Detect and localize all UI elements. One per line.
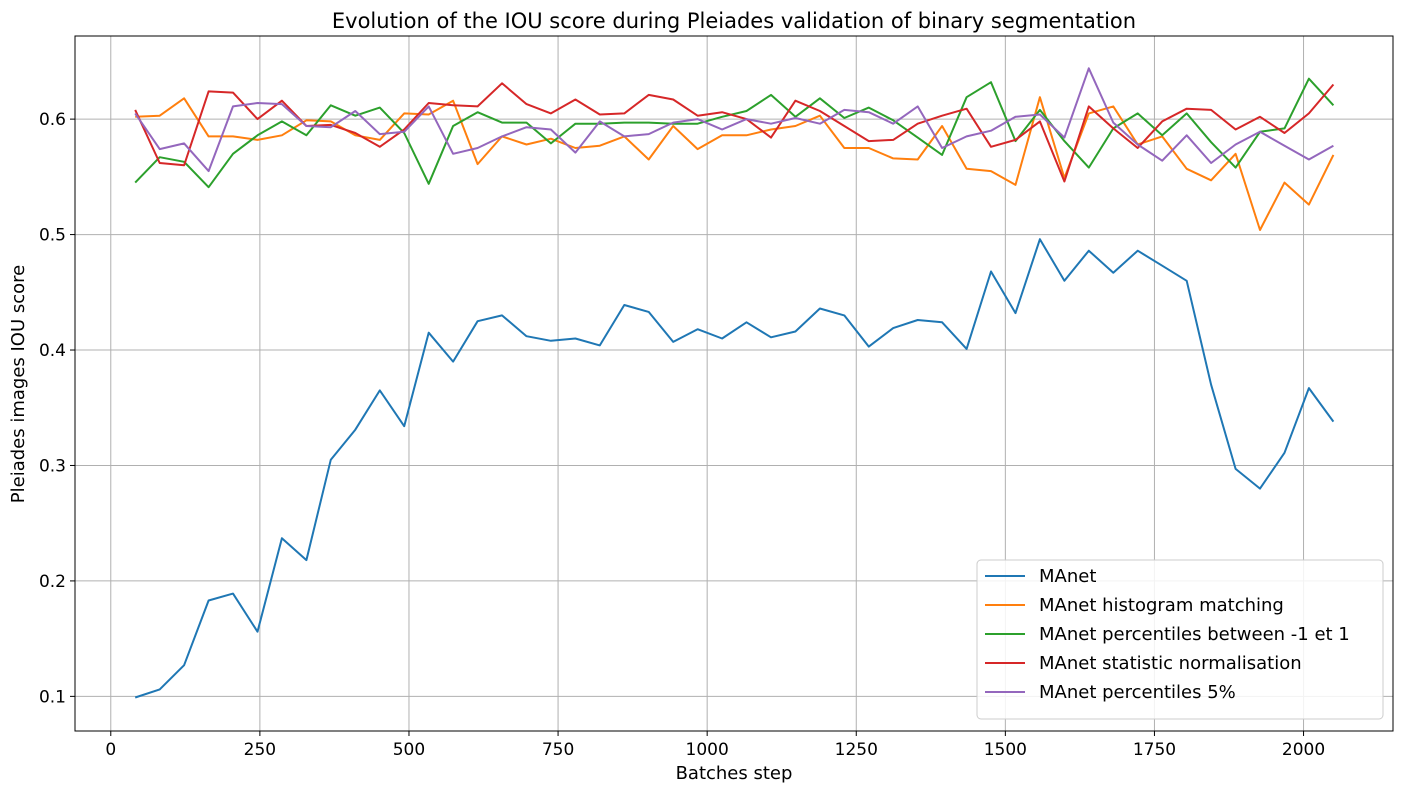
legend-label-manet-histogram-matching: MAnet histogram matching: [1039, 595, 1284, 616]
series-lines: [134, 67, 1335, 699]
series-line-manet-histogram-matching: [135, 96, 1335, 231]
x-tick-label: 1250: [835, 740, 878, 760]
legend-label-manet-statistic-normalisation: MAnet statistic normalisation: [1039, 653, 1302, 674]
y-axis-label: Pleiades images IOU score: [8, 265, 29, 503]
x-tick-label: 1500: [984, 740, 1027, 760]
legend-label-manet-percentiles-5: MAnet percentiles 5%: [1039, 682, 1236, 703]
y-tick-label: 0.2: [39, 572, 66, 592]
x-tick-label: 2000: [1282, 740, 1325, 760]
x-tick-label: 1750: [1133, 740, 1176, 760]
legend-box: [976, 559, 1384, 720]
y-tick-label: 0.1: [39, 687, 66, 707]
chart-title: Evolution of the IOU score during Pleiad…: [332, 9, 1136, 33]
y-tick-label: 0.4: [39, 341, 66, 361]
x-tick-label: 250: [244, 740, 276, 760]
y-tick-label: 0.6: [39, 110, 66, 130]
legend-label-manet-percentiles-between-1-et-1: MAnet percentiles between -1 et 1: [1039, 624, 1350, 645]
series-line-manet-percentiles-5: [134, 67, 1334, 173]
y-tick-label: 0.5: [39, 226, 66, 246]
x-tick-label: 1000: [686, 740, 729, 760]
plot-frame: [74, 35, 1394, 732]
series-line-manet: [134, 238, 1335, 699]
x-tick-label: 0: [105, 740, 116, 760]
x-tick-label: 750: [542, 740, 574, 760]
x-tick-label: 500: [393, 740, 425, 760]
series-line-manet-statistic-normalisation: [134, 82, 1335, 183]
legend: MAnet MAnet histogram matching MAnet perce…: [976, 559, 1384, 720]
series-line-manet-percentiles-between-1-et-1: [134, 77, 1335, 189]
y-tick-label: 0.3: [39, 456, 66, 476]
x-axis-ticks: 0 250 500 750 1000 1250 1500 1750 2000: [105, 731, 1325, 760]
y-axis-ticks: 0.1 0.2 0.3 0.4 0.5 0.6: [39, 110, 75, 707]
legend-label-manet: MAnet: [1039, 566, 1096, 587]
x-axis-label: Batches step: [676, 763, 793, 784]
